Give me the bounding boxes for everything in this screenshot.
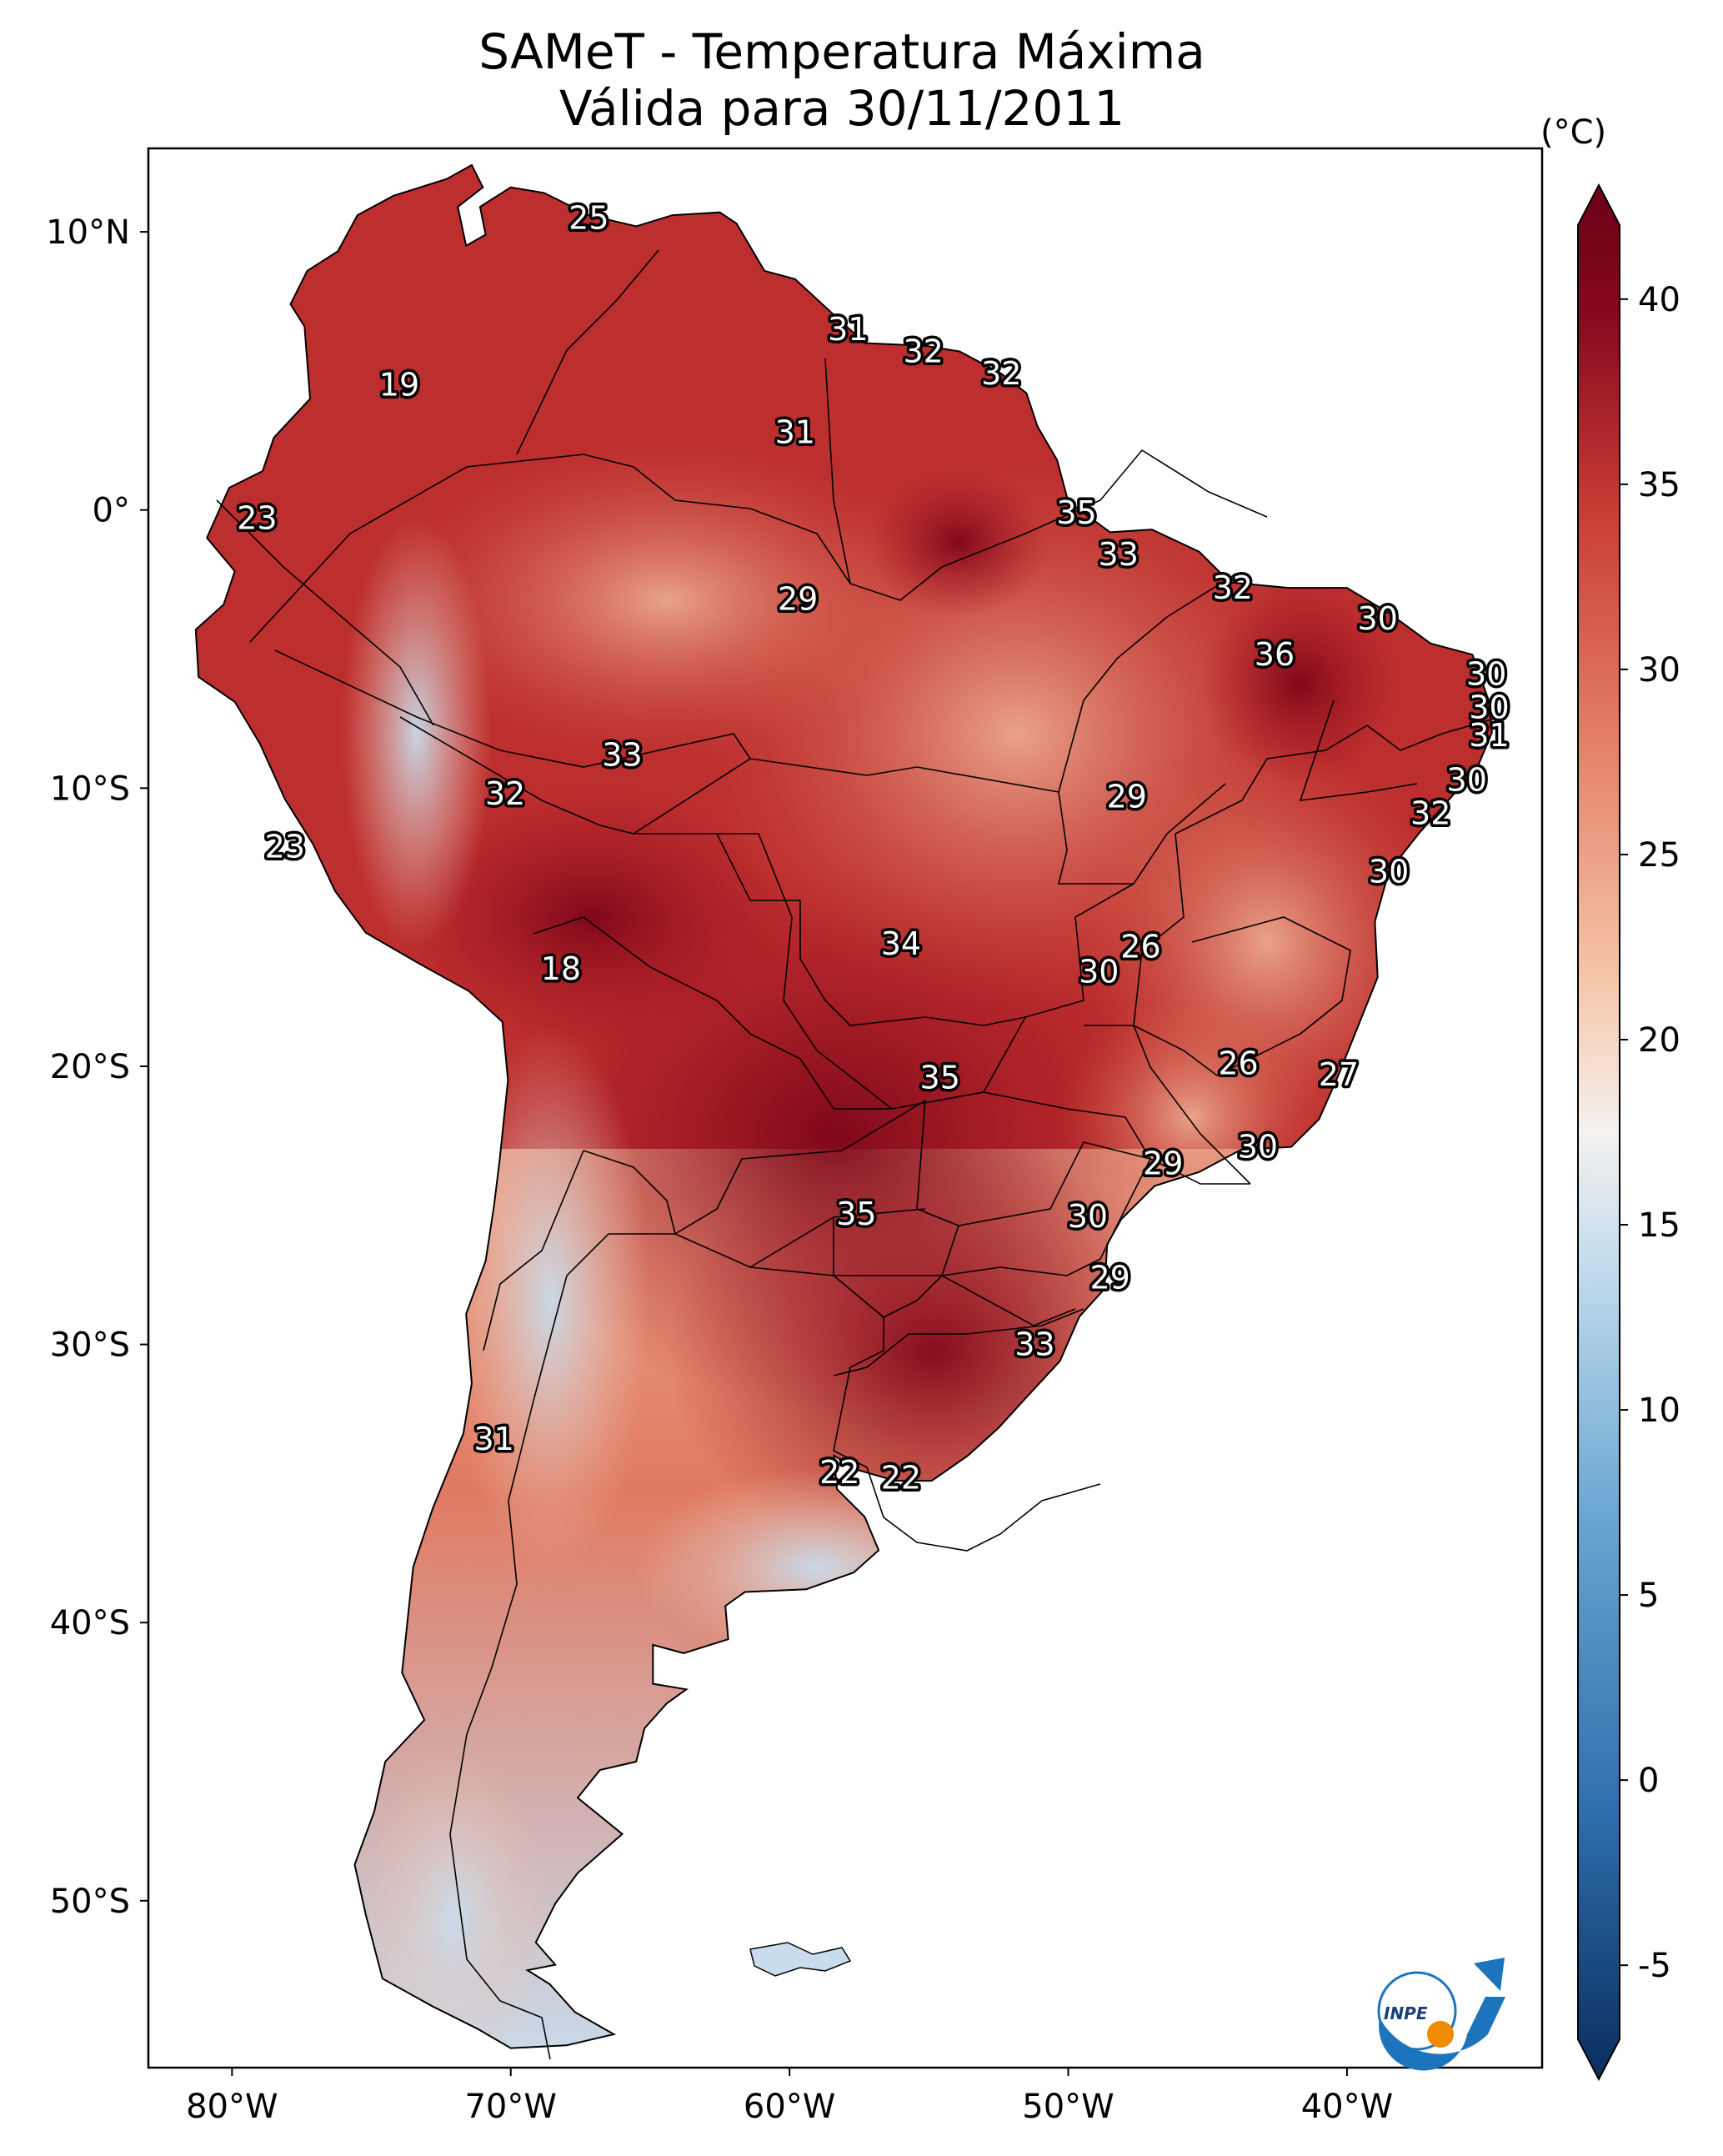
colorbar-ticks: 40 35 30 25 20 15 10 5 0 -5 xyxy=(1620,281,1680,1985)
colorbar-tick-label: 20 xyxy=(1638,1021,1680,1060)
temperature-label: 30 xyxy=(1369,853,1409,890)
temperature-label: 30 xyxy=(1238,1129,1278,1166)
temperature-label: 35 xyxy=(836,1196,876,1232)
temperature-label: 32 xyxy=(1410,795,1450,831)
inpe-logo: INPE xyxy=(1377,1958,1505,2071)
temperature-label: 32 xyxy=(981,355,1021,392)
temperature-label: 26 xyxy=(1120,928,1160,965)
temperature-label: 36 xyxy=(1255,636,1295,673)
temperature-label: 31 xyxy=(473,1421,513,1457)
temperature-label: 23 xyxy=(237,500,277,537)
temperature-label: 32 xyxy=(903,333,943,370)
temperature-label: 22 xyxy=(819,1454,859,1491)
temperature-label: 33 xyxy=(602,736,642,773)
temperature-label: 18 xyxy=(541,950,581,987)
lat-tick-label: 50°S xyxy=(50,1883,130,1921)
temperature-label: 26 xyxy=(1218,1045,1258,1082)
temperature-label: 33 xyxy=(1099,536,1139,573)
colorbar: 40 35 30 25 20 15 10 5 0 -5 (°C) xyxy=(1540,113,1680,2082)
temperature-label: 30 xyxy=(1068,1198,1108,1235)
falkland-islands xyxy=(749,1942,852,1977)
temperature-label: 30 xyxy=(1358,600,1398,637)
map-title: SAMeT - Temperatura Máxima xyxy=(478,23,1205,80)
temperature-label: 35 xyxy=(1056,494,1096,531)
temperature-label: 30 xyxy=(1466,656,1506,693)
temperature-label: 29 xyxy=(1143,1146,1183,1182)
temperature-label: 30 xyxy=(1079,954,1119,990)
colorbar-tick-label: 0 xyxy=(1638,1762,1659,1800)
lat-tick-label: 20°S xyxy=(50,1048,130,1086)
lat-tick-label: 0° xyxy=(93,492,130,530)
lon-tick-label: 50°W xyxy=(1022,2088,1114,2126)
inpe-logo-text: INPE xyxy=(1384,2003,1428,2023)
colorbar-tick-label: -5 xyxy=(1638,1947,1671,1985)
lon-tick-label: 80°W xyxy=(186,2088,278,2126)
temperature-label: 22 xyxy=(881,1460,921,1497)
lat-tick-label: 10°S xyxy=(50,770,130,808)
temperature-label: 31 xyxy=(1469,717,1509,754)
colorbar-gradient xyxy=(1577,183,1620,2082)
temperature-label: 29 xyxy=(1090,1260,1130,1296)
temperature-label: 32 xyxy=(1213,569,1253,606)
colorbar-tick-label: 10 xyxy=(1638,1391,1680,1430)
temperature-label: 30 xyxy=(1469,689,1509,726)
temperature-label: 31 xyxy=(828,311,868,348)
colorbar-tick-label: 15 xyxy=(1638,1206,1680,1245)
temperature-label: 23 xyxy=(265,828,305,865)
colorbar-tick-label: 40 xyxy=(1638,281,1680,319)
temperature-label: 33 xyxy=(1014,1326,1054,1363)
map-subtitle: Válida para 30/11/2011 xyxy=(558,80,1125,137)
temperature-label: 19 xyxy=(379,367,419,404)
country-borders xyxy=(216,249,1501,2060)
temperature-label: 30 xyxy=(1447,761,1487,798)
lat-tick-label: 10°N xyxy=(46,213,130,252)
temperature-label: 34 xyxy=(881,925,921,962)
lon-tick-label: 40°W xyxy=(1301,2088,1393,2126)
temperature-label: 29 xyxy=(778,580,818,617)
coastline xyxy=(194,163,1493,2049)
temperature-label: 29 xyxy=(1107,778,1147,815)
lat-tick-label: 40°S xyxy=(50,1604,130,1642)
temperature-label: 32 xyxy=(485,775,525,812)
temperature-label: 25 xyxy=(568,199,609,236)
latitude-axis: 10°N 0° 10°S 20°S 30°S 40°S 50°S xyxy=(46,213,148,1921)
lon-tick-label: 60°W xyxy=(744,2088,835,2126)
temperature-label: 31 xyxy=(775,414,815,450)
longitude-axis: 80°W 70°W 60°W 50°W 40°W xyxy=(186,2068,1393,2126)
lat-tick-label: 30°S xyxy=(50,1326,130,1365)
temperature-label: 27 xyxy=(1319,1056,1359,1093)
colorbar-tick-label: 35 xyxy=(1638,466,1680,504)
temperature-label: 35 xyxy=(920,1059,960,1096)
colorbar-tick-label: 30 xyxy=(1638,651,1680,689)
lon-tick-label: 70°W xyxy=(464,2088,556,2126)
colorbar-tick-label: 5 xyxy=(1638,1577,1659,1615)
colorbar-unit: (°C) xyxy=(1540,113,1606,152)
colorbar-tick-label: 25 xyxy=(1638,836,1680,875)
